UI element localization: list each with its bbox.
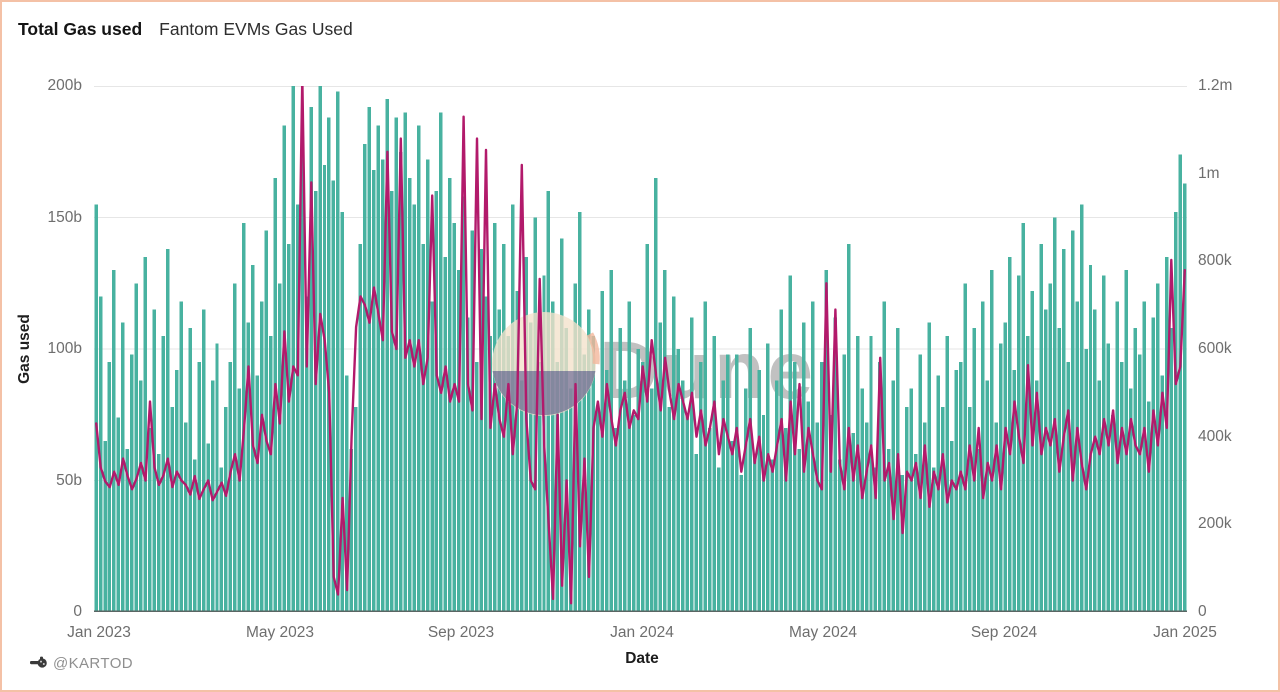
y-left-tick: 0 bbox=[73, 603, 82, 620]
y-left-tick: 100b bbox=[47, 340, 82, 357]
author-handle: @KARTOD bbox=[53, 655, 133, 672]
x-tick: Jan 2024 bbox=[610, 624, 674, 641]
y-left-tick: 150b bbox=[47, 208, 82, 226]
x-tick: May 2024 bbox=[788, 624, 858, 641]
y-right-tick: 0 bbox=[1198, 603, 1207, 620]
svg-text:Dune: Dune bbox=[599, 325, 816, 416]
y-right-tick: 600k bbox=[1198, 340, 1232, 357]
x-tick: Sep 2024 bbox=[970, 624, 1038, 641]
y-right-tick: 1m bbox=[1198, 164, 1220, 182]
author-credit: @KARTOD bbox=[30, 655, 133, 672]
y-right-tick: 800k bbox=[1198, 252, 1232, 270]
y-left-tick: 50b bbox=[56, 471, 82, 489]
y-right-tick: 200k bbox=[1198, 515, 1232, 533]
x-tick: May 2023 bbox=[245, 624, 315, 641]
chart-canvas: Dune bbox=[94, 86, 1187, 612]
x-tick: Jan 2025 bbox=[1153, 624, 1217, 641]
author-icon bbox=[30, 656, 47, 668]
y-left-tick: 200b bbox=[47, 77, 82, 94]
x-tick: Sep 2023 bbox=[427, 624, 495, 641]
x-tick: Jan 2023 bbox=[67, 624, 131, 641]
y-right-tick: 400k bbox=[1198, 427, 1232, 445]
chart-header: Total Gas used Fantom EVMs Gas Used bbox=[18, 19, 353, 40]
chart-subtitle: Fantom EVMs Gas Used bbox=[159, 19, 353, 39]
chart-title: Total Gas used bbox=[18, 19, 143, 39]
x-axis-title: Date bbox=[625, 650, 659, 667]
y-right-tick: 1.2m bbox=[1198, 77, 1233, 94]
